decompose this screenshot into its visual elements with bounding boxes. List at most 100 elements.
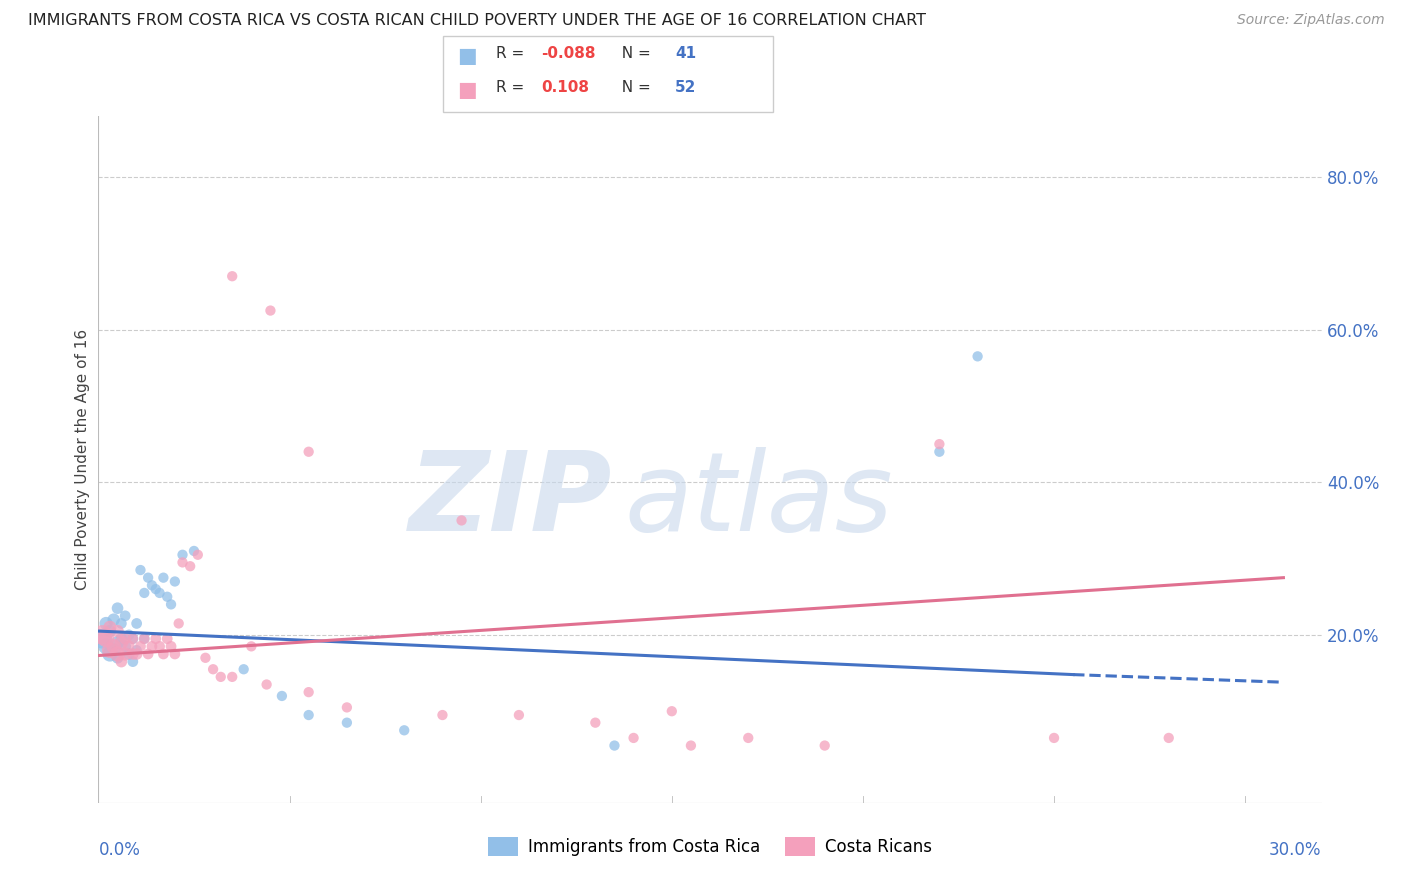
Point (336, 715, 359, 730)
Point (256, 677, 278, 691)
Point (98, 643, 121, 657)
Point (679, 739, 702, 753)
Point (172, 548, 194, 562)
Text: 30.0%: 30.0% (1270, 840, 1322, 859)
Point (121, 647, 143, 661)
Point (125, 616, 148, 631)
Text: R =: R = (496, 46, 530, 62)
Point (107, 650, 129, 665)
Point (392, 723, 416, 738)
Text: 0.108: 0.108 (541, 80, 589, 95)
Point (298, 444, 321, 458)
Point (450, 513, 472, 527)
Point (928, 444, 950, 458)
Point (603, 739, 626, 753)
Text: N =: N = (612, 46, 655, 62)
Point (432, 708, 454, 723)
Point (94, 640, 117, 654)
Point (187, 548, 209, 562)
Point (107, 635, 129, 649)
Point (1157, 731, 1180, 745)
Point (270, 689, 294, 703)
Point (118, 640, 141, 654)
Point (134, 632, 156, 646)
Point (98, 624, 121, 639)
Text: Source: ZipAtlas.com: Source: ZipAtlas.com (1237, 13, 1385, 28)
Text: ■: ■ (457, 80, 477, 100)
Point (107, 601, 129, 615)
Point (145, 582, 167, 596)
Point (259, 303, 281, 318)
Point (179, 559, 201, 574)
Point (737, 731, 759, 745)
Point (172, 555, 194, 570)
Point (136, 647, 159, 661)
Point (134, 632, 156, 646)
Point (583, 715, 606, 730)
Point (202, 662, 225, 676)
Text: 0.0%: 0.0% (98, 840, 141, 859)
Text: 41: 41 (675, 46, 696, 62)
Point (167, 616, 190, 631)
Point (110, 616, 132, 631)
Point (298, 708, 321, 723)
Point (623, 731, 645, 745)
Point (1043, 731, 1066, 745)
Point (121, 632, 143, 646)
Y-axis label: Child Poverty Under the Age of 16: Child Poverty Under the Age of 16 (75, 329, 90, 590)
Point (152, 571, 174, 585)
Point (661, 704, 683, 718)
Point (125, 643, 148, 657)
Point (121, 655, 143, 669)
Point (149, 640, 172, 654)
Point (160, 640, 183, 654)
Point (149, 586, 172, 600)
Point (232, 662, 254, 676)
Point (114, 640, 136, 654)
Point (94, 616, 117, 631)
Point (118, 647, 141, 661)
Point (928, 437, 950, 451)
Point (814, 739, 837, 753)
Point (118, 628, 141, 642)
Point (103, 643, 125, 657)
Point (107, 624, 129, 639)
Point (114, 632, 136, 646)
Point (107, 647, 129, 661)
Point (298, 685, 321, 699)
Text: IMMIGRANTS FROM COSTA RICA VS COSTA RICAN CHILD POVERTY UNDER THE AGE OF 16 CORR: IMMIGRANTS FROM COSTA RICA VS COSTA RICA… (28, 13, 927, 29)
Point (136, 571, 159, 585)
Point (221, 269, 243, 284)
Point (508, 708, 530, 723)
Text: N =: N = (612, 80, 655, 95)
Point (121, 632, 143, 646)
Point (110, 635, 132, 649)
Point (91, 628, 114, 642)
Text: atlas: atlas (624, 447, 893, 554)
Legend: Immigrants from Costa Rica, Costa Ricans: Immigrants from Costa Rica, Costa Ricans (481, 830, 939, 863)
Text: 52: 52 (675, 80, 696, 95)
Point (156, 590, 179, 604)
Point (134, 586, 156, 600)
Point (125, 647, 148, 661)
Point (163, 574, 186, 589)
Point (141, 578, 163, 592)
Point (141, 640, 163, 654)
Text: -0.088: -0.088 (541, 46, 596, 62)
Point (114, 608, 136, 623)
Point (145, 632, 167, 646)
Point (129, 640, 152, 654)
Text: ■: ■ (457, 46, 477, 66)
Point (98, 647, 121, 661)
Point (103, 613, 125, 627)
Point (114, 647, 136, 661)
Point (152, 647, 174, 661)
Point (966, 350, 988, 364)
Point (160, 598, 183, 612)
Point (129, 563, 152, 577)
Point (336, 700, 359, 714)
Point (110, 632, 132, 646)
Point (103, 640, 125, 654)
Point (156, 632, 179, 646)
Point (98, 620, 121, 634)
